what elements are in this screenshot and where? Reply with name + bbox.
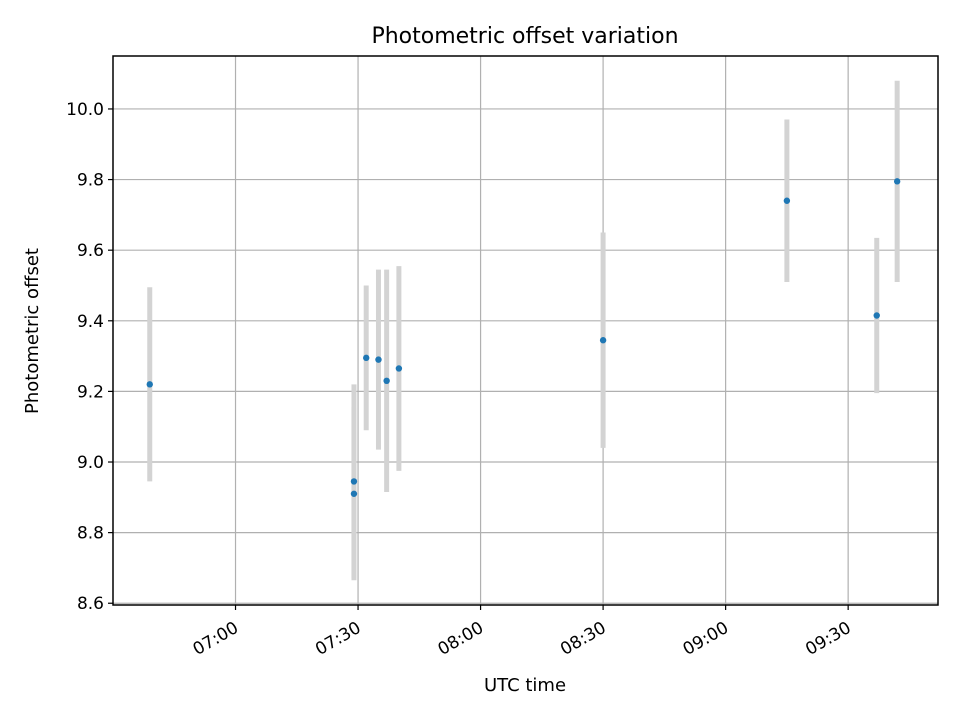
y-tick-label: 8.6 bbox=[77, 594, 104, 614]
x-ticks: 07:00 07:30 08:00 08:30 09:00 09:30 bbox=[190, 605, 855, 660]
x-tick-label: 08:00 bbox=[435, 618, 487, 660]
x-gridlines bbox=[234, 56, 849, 605]
data-point bbox=[350, 490, 358, 497]
y-tick-label: 9.8 bbox=[77, 171, 104, 191]
error-bars bbox=[147, 80, 900, 581]
x-tick-label: 09:00 bbox=[680, 618, 732, 660]
y-axis-label: Photometric offset bbox=[22, 248, 43, 414]
x-axis-label: UTC time bbox=[484, 675, 566, 696]
chart-title: Photometric offset variation bbox=[371, 24, 678, 49]
data-point bbox=[146, 381, 153, 388]
data-point bbox=[363, 354, 370, 362]
x-tick-label: 09:30 bbox=[802, 618, 854, 660]
data-point bbox=[599, 337, 607, 344]
data-point bbox=[893, 178, 901, 185]
y-tick-label: 9.0 bbox=[77, 453, 104, 473]
y-ticks: 8.6 8.8 9.0 9.2 9.4 9.6 9.8 10.0 bbox=[66, 100, 113, 614]
plot-frame bbox=[112, 55, 939, 606]
data-point bbox=[395, 365, 403, 372]
x-tick-label: 07:30 bbox=[312, 618, 364, 660]
data-point bbox=[350, 478, 358, 485]
data-point bbox=[383, 377, 390, 385]
x-tick-label: 07:00 bbox=[190, 618, 242, 660]
y-tick-label: 8.8 bbox=[77, 524, 104, 544]
y-tick-label: 10.0 bbox=[66, 100, 104, 120]
y-tick-label: 9.6 bbox=[77, 241, 104, 261]
data-point bbox=[783, 197, 791, 204]
y-gridlines bbox=[113, 108, 938, 604]
data-point bbox=[375, 356, 382, 363]
y-tick-label: 9.2 bbox=[77, 382, 104, 402]
y-tick-label: 9.4 bbox=[77, 312, 104, 332]
data-points bbox=[146, 178, 901, 497]
data-point bbox=[873, 312, 880, 319]
x-tick-label: 08:30 bbox=[557, 618, 609, 660]
